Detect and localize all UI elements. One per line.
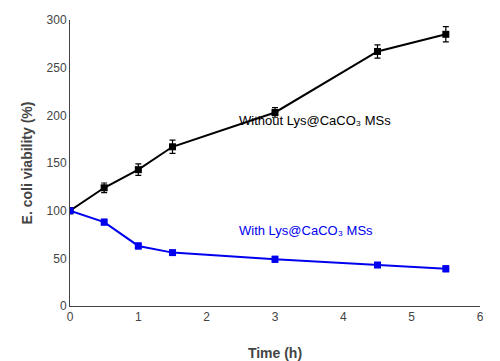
svg-text:200: 200 — [47, 109, 67, 123]
svg-text:300: 300 — [47, 13, 67, 27]
svg-text:E. coli viability (%): E. coli viability (%) — [19, 102, 35, 225]
svg-text:50: 50 — [53, 252, 67, 266]
svg-text:1: 1 — [135, 310, 142, 324]
svg-text:3: 3 — [272, 310, 279, 324]
svg-text:Without Lys@CaCO₃ MSs: Without Lys@CaCO₃ MSs — [239, 113, 391, 128]
svg-text:Time (h): Time (h) — [248, 345, 302, 361]
svg-text:150: 150 — [47, 156, 67, 170]
svg-text:2: 2 — [203, 310, 210, 324]
svg-text:With Lys@CaCO₃ MSs: With Lys@CaCO₃ MSs — [239, 223, 373, 238]
svg-text:5: 5 — [408, 310, 415, 324]
svg-text:6: 6 — [477, 310, 484, 324]
svg-text:0: 0 — [60, 299, 67, 313]
svg-text:0: 0 — [67, 310, 74, 324]
svg-text:100: 100 — [47, 204, 67, 218]
svg-text:4: 4 — [340, 310, 347, 324]
svg-text:250: 250 — [47, 61, 67, 75]
